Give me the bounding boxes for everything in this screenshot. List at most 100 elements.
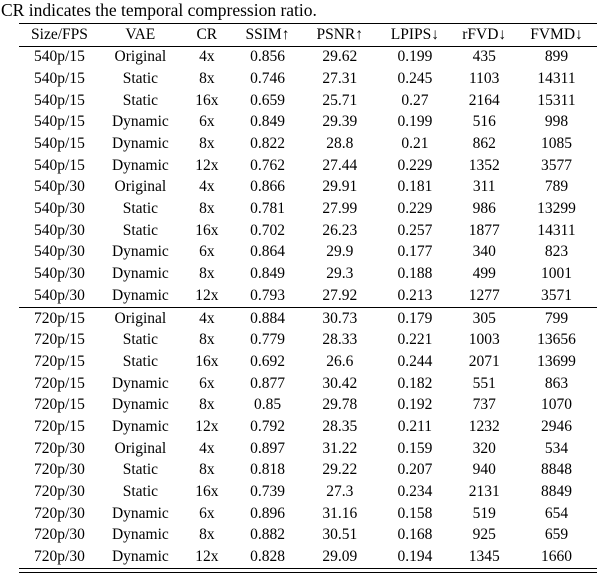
table-cell: Static: [122, 352, 159, 370]
table-row: 540p/15 Static 16x 0.659 25.71 0.27 2164 15311: [19, 90, 597, 112]
table-cell: 0.659: [250, 91, 285, 109]
table-cell: 0.692: [250, 352, 285, 370]
table-row: 540p/30 Static 16x 0.702 26.23 0.257 1877 14311: [19, 220, 597, 242]
table-group-1: 540p/15 Original 4x 0.856 29.62 0.199 435 899 54…: [19, 46, 597, 308]
table-cell: 540p/30: [34, 221, 85, 239]
table-row: 720p/15 Original 4x 0.884 30.73 0.179 305 799: [19, 307, 597, 329]
table-row: 720p/30 Static 16x 0.739 27.3 0.234 2131 8849: [19, 481, 597, 503]
table-cell: 863: [544, 374, 569, 392]
table-cell: 4x: [199, 178, 215, 196]
table-row: 540p/30 Static 8x 0.781 27.99 0.229 986 13299: [19, 199, 597, 221]
table-row: 540p/15 Dynamic 12x 0.762 27.44 0.229 1352 3577: [19, 155, 597, 177]
table-cell: 720p/30: [34, 548, 85, 566]
table-row: 540p/30 Dynamic 8x 0.849 29.3 0.188 499 1001: [19, 264, 597, 286]
table-cell: 305: [472, 309, 496, 327]
table-caption: CR indicates the temporal compression ra…: [0, 0, 610, 22]
table-cell: 720p/15: [34, 417, 85, 435]
table-cell: Static: [122, 461, 159, 479]
table-cell: Dynamic: [111, 417, 169, 435]
table-cell: 8x: [199, 69, 215, 87]
table-cell: 0.746: [250, 69, 285, 87]
table-cell: 0.221: [397, 331, 433, 349]
column-header: VAE: [125, 25, 156, 43]
table-cell: Original: [114, 48, 167, 66]
results-table-container: Size/FPS VAE CR SSIM↑ PSNR↑ LPIPS↓ rFVD↓ FVMD↓ …: [19, 23, 597, 574]
table-cell: 823: [544, 243, 569, 261]
table-cell: 16x: [195, 483, 219, 501]
table-cell: 540p/30: [34, 286, 85, 304]
column-header: rFVD↓: [462, 25, 507, 43]
table-cell: 0.244: [397, 352, 433, 370]
table-row: 540p/30 Original 4x 0.866 29.91 0.181 311 789: [19, 177, 597, 199]
table-cell: 12x: [195, 417, 219, 435]
results-table: Size/FPS VAE CR SSIM↑ PSNR↑ LPIPS↓ rFVD↓ FVMD↓ …: [19, 23, 597, 568]
table-cell: 551: [472, 374, 496, 392]
table-cell: 3577: [541, 156, 572, 174]
table-cell: 12x: [195, 156, 219, 174]
table-cell: Dynamic: [111, 156, 169, 174]
table-cell: 0.762: [250, 156, 285, 174]
table-cell: 2071: [468, 352, 500, 370]
table-cell: 862: [472, 135, 496, 153]
table-cell: 789: [544, 178, 569, 196]
table-cell: 8x: [199, 461, 215, 479]
table-cell: 0.168: [397, 526, 433, 544]
table-cell: 540p/15: [34, 69, 85, 87]
table-cell: 737: [472, 396, 496, 414]
table-cell: 0.85: [253, 396, 282, 414]
table-cell: 0.234: [397, 483, 433, 501]
table-cell: 29.39: [322, 113, 358, 131]
table-cell: 1232: [468, 417, 500, 435]
table-cell: 0.21: [401, 135, 429, 153]
table-cell: 25.71: [322, 91, 358, 109]
table-cell: 720p/15: [34, 331, 85, 349]
table-header-row: Size/FPS VAE CR SSIM↑ PSNR↑ LPIPS↓ rFVD↓ FVMD↓: [19, 24, 597, 47]
table-cell: 26.6: [326, 352, 354, 370]
table-cell: 0.192: [397, 396, 433, 414]
table-cell: 13699: [537, 352, 576, 370]
table-cell: 29.9: [326, 243, 354, 261]
table-cell: 659: [544, 526, 569, 544]
table-cell: 4x: [199, 48, 215, 66]
table-cell: 1103: [469, 69, 500, 87]
table-cell: Static: [122, 69, 159, 87]
table-cell: Static: [122, 91, 159, 109]
table-row: 540p/15 Original 4x 0.856 29.62 0.199 435 899: [19, 46, 597, 68]
table-cell: Dynamic: [111, 374, 169, 392]
table-row: 720p/30 Static 8x 0.818 29.22 0.207 940 8848: [19, 460, 597, 482]
table-row: 540p/30 Dynamic 12x 0.793 27.92 0.213 1277 3571: [19, 285, 597, 308]
table-cell: 1085: [541, 135, 572, 153]
table-row: 540p/15 Dynamic 8x 0.822 28.8 0.21 862 1085: [19, 133, 597, 155]
table-cell: 0.864: [250, 243, 285, 261]
table-cell: 540p/15: [34, 48, 85, 66]
table-cell: 340: [472, 243, 496, 261]
table-cell: 899: [544, 48, 569, 66]
table-cell: 29.91: [322, 178, 358, 196]
table-cell: 720p/30: [34, 504, 85, 522]
table-cell: Dynamic: [111, 243, 169, 261]
table-cell: 0.822: [250, 135, 285, 153]
table-cell: 0.818: [250, 461, 285, 479]
table-cell: 16x: [195, 352, 219, 370]
column-header: FVMD↓: [530, 25, 583, 43]
table-cell: 720p/15: [34, 374, 85, 392]
table-cell: Dynamic: [111, 113, 169, 131]
table-cell: 8x: [199, 526, 215, 544]
table-cell: 540p/30: [34, 265, 85, 283]
table-cell: Dynamic: [111, 286, 169, 304]
table-cell: Dynamic: [111, 135, 169, 153]
table-cell: 4x: [199, 439, 215, 457]
table-row: 720p/30 Dynamic 6x 0.896 31.16 0.158 519 654: [19, 503, 597, 525]
table-cell: 519: [472, 504, 496, 522]
table-cell: 654: [544, 504, 569, 522]
column-header: Size/FPS: [31, 25, 88, 43]
table-cell: 12x: [195, 548, 219, 566]
table-cell: 28.33: [322, 331, 358, 349]
table-head: Size/FPS VAE CR SSIM↑ PSNR↑ LPIPS↓ rFVD↓ FVMD↓: [19, 24, 597, 47]
table-cell: 31.16: [322, 504, 358, 522]
table-cell: 4x: [199, 309, 215, 327]
table-cell: Static: [122, 221, 159, 239]
table-cell: 27.31: [322, 69, 358, 87]
table-cell: 0.245: [397, 69, 433, 87]
table-cell: 27.44: [322, 156, 358, 174]
